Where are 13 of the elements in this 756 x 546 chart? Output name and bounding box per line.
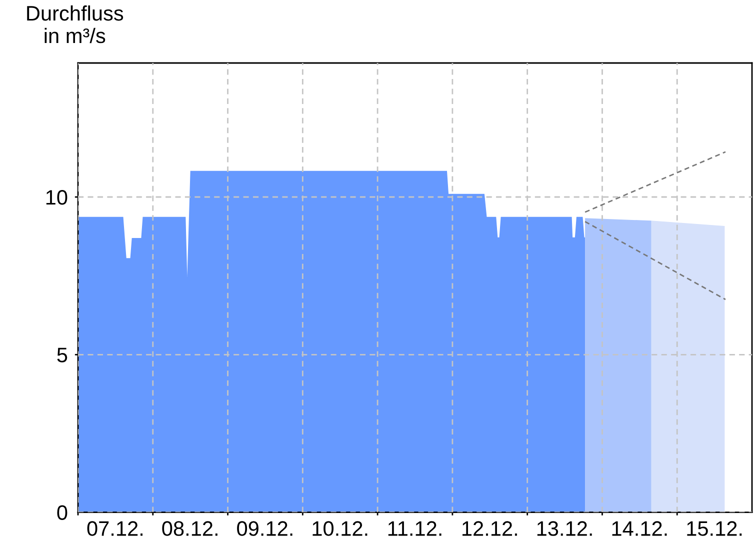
y-tick-label: 5	[57, 348, 68, 362]
y-tick-label: 10	[46, 190, 68, 205]
y-axis-title: Durchfluss in m³/s	[27, 5, 124, 44]
y-tick-label: 0	[57, 505, 68, 520]
x-tick-label: 09.12.	[237, 521, 292, 536]
x-tick-label: 13.12.	[537, 521, 592, 536]
x-tick-label: 10.12.	[312, 521, 368, 536]
x-tick-label: 11.12.	[388, 521, 442, 536]
x-tick-label: 08.12.	[162, 521, 218, 536]
x-tick-label: 07.12.	[87, 521, 143, 536]
x-tick-label: 15.12.	[687, 521, 742, 536]
x-tick-label: 14.12.	[612, 521, 667, 536]
x-tick-label: 12.12.	[462, 521, 517, 536]
